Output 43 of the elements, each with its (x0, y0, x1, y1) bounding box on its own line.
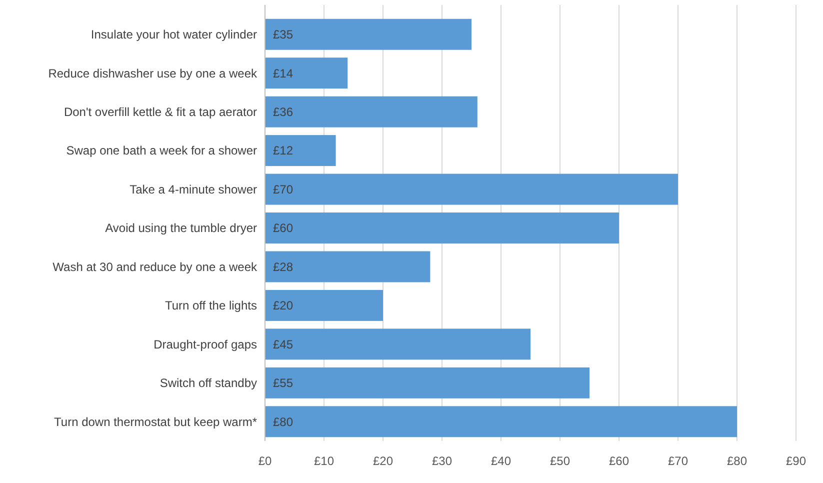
y-tick-label: Avoid using the tumble dryer (105, 221, 257, 236)
y-tick-label: Wash at 30 and reduce by one a week (52, 260, 258, 274)
data-label: £45 (273, 337, 294, 352)
y-tick-label: Draught-proof gaps (154, 337, 257, 352)
data-label: £12 (273, 144, 294, 158)
y-tick-label: Turn off the lights (164, 298, 257, 313)
y-tick-label: Reduce dishwasher use by one a week (48, 66, 258, 80)
data-label: £80 (273, 414, 294, 429)
bar (265, 290, 383, 321)
data-label: £60 (273, 221, 294, 236)
x-tick-label: £90 (786, 454, 806, 468)
bar (265, 18, 472, 50)
bar (265, 406, 737, 438)
bar (265, 251, 430, 282)
bar (265, 328, 530, 360)
bar (265, 58, 348, 89)
data-label: £14 (273, 66, 294, 80)
y-tick-label: Swap one bath a week for a shower (66, 144, 258, 158)
y-tick-label: Take a 4-minute shower (130, 182, 257, 196)
x-tick-label: £10 (314, 454, 334, 468)
data-label: £55 (273, 376, 294, 390)
x-tick-label: £40 (490, 454, 512, 468)
bar (265, 135, 336, 166)
x-tick-label: £70 (668, 454, 688, 468)
data-label: £70 (273, 182, 294, 196)
data-label: £28 (273, 260, 294, 274)
bar (265, 96, 478, 128)
data-label: £36 (273, 105, 294, 120)
x-tick-label: £0 (258, 454, 272, 468)
y-tick-label: Turn down thermostat but keep warm* (54, 414, 258, 429)
data-label: £20 (273, 298, 294, 313)
y-tick-label: Don't overfill kettle & fit a tap aerator (64, 105, 257, 120)
x-tick-label: £20 (372, 454, 394, 468)
x-tick-label: £50 (550, 454, 570, 468)
x-tick-label: £60 (608, 454, 630, 468)
data-label: £35 (273, 28, 294, 42)
y-tick-label: Switch off standby (160, 376, 257, 390)
bar (265, 212, 619, 244)
x-tick-label: £30 (432, 454, 452, 468)
bar (265, 367, 590, 398)
y-tick-label: Insulate your hot water cylinder (90, 28, 257, 42)
x-tick-label: £80 (726, 454, 748, 468)
bar (265, 174, 678, 205)
